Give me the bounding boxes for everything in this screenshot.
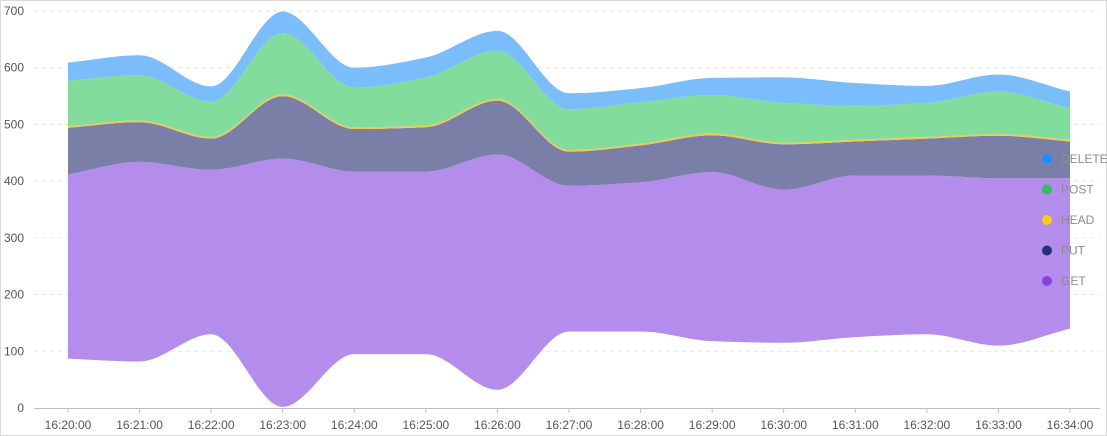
area-get[interactable] [68, 154, 1070, 407]
area-series [68, 11, 1070, 407]
y-tick-label: 700 [4, 4, 24, 18]
x-tick-label: 16:22:00 [188, 418, 235, 432]
x-tick-label: 16:30:00 [760, 418, 807, 432]
legend-label: DELETE [1061, 152, 1107, 166]
legend-item-post[interactable]: POST [1042, 183, 1094, 197]
x-tick-label: 16:33:00 [975, 418, 1022, 432]
x-tick-label: 16:32:00 [903, 418, 950, 432]
legend-item-delete[interactable]: DELETE [1042, 152, 1107, 166]
x-tick-label: 16:34:00 [1047, 418, 1094, 432]
legend-item-put[interactable]: PUT [1042, 244, 1086, 258]
x-tick-label: 16:23:00 [259, 418, 306, 432]
legend-marker [1042, 276, 1052, 286]
legend-label: POST [1061, 183, 1094, 197]
legend-marker [1042, 215, 1052, 225]
legend-marker [1042, 184, 1052, 195]
x-tick-label: 16:25:00 [402, 418, 449, 432]
x-tick-label: 16:20:00 [45, 418, 92, 432]
x-tick-label: 16:29:00 [689, 418, 736, 432]
legend[interactable]: DELETE POST HEAD PUT GET [1042, 152, 1107, 288]
legend-label: HEAD [1061, 213, 1095, 227]
x-tick-label: 16:28:00 [617, 418, 664, 432]
y-tick-label: 0 [17, 401, 24, 415]
x-tick-label: 16:31:00 [832, 418, 879, 432]
legend-marker [1042, 245, 1052, 256]
x-tick-label: 16:26:00 [474, 418, 521, 432]
legend-marker [1042, 154, 1052, 164]
y-tick-label: 600 [4, 61, 24, 75]
y-tick-label: 200 [4, 288, 24, 302]
y-tick-label: 400 [4, 174, 24, 188]
y-tick-label: 300 [4, 231, 24, 245]
legend-item-head[interactable]: HEAD [1042, 213, 1095, 227]
legend-label: PUT [1061, 244, 1086, 258]
x-tick-label: 16:21:00 [116, 418, 163, 432]
area-post[interactable] [68, 33, 1070, 150]
legend-label: GET [1061, 274, 1086, 288]
area-put[interactable] [68, 96, 1070, 190]
y-tick-label: 500 [4, 117, 24, 131]
y-tick-label: 100 [4, 344, 24, 358]
legend-item-get[interactable]: GET [1042, 274, 1086, 288]
area-delete[interactable] [68, 11, 1070, 110]
axes: 0 100 200 300 400 500 600 700 16:20:00 16:21:00 16… [4, 4, 1100, 432]
x-tick-label: 16:27:00 [546, 418, 593, 432]
x-tick-label: 16:24:00 [331, 418, 378, 432]
